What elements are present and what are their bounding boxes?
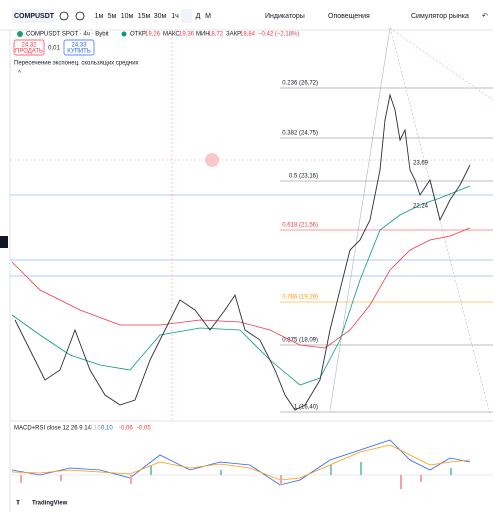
interval[interactable]: 5м	[108, 13, 117, 20]
interval[interactable]: 10м	[121, 13, 134, 20]
indicators-button[interactable]: Индикаторы	[265, 13, 305, 20]
indicator-name: Пересечение экспонец. скользящих средних	[14, 61, 139, 67]
legend-title: COMPUSDT SPOT · 4ч · Bybit	[26, 32, 109, 38]
macd-title: MACD+RSI close 12 26 9 14	[14, 426, 92, 432]
brand: TradingView	[32, 501, 68, 507]
annotation: 23,69	[413, 161, 429, 167]
macd-value: -0,16	[87, 426, 101, 432]
annotation: 22,24	[413, 204, 429, 210]
fib-label: 0.875 (18,09)	[282, 338, 318, 344]
interval[interactable]: 1ч	[171, 13, 179, 20]
sell-button[interactable]: ПРОДАТЬ	[15, 49, 43, 55]
spread: 0,01	[48, 46, 60, 52]
legend-value: 19,26	[145, 32, 161, 38]
legend-value: 18,72	[208, 32, 224, 38]
legend-value: 18,84	[240, 32, 256, 38]
legend-label: ОТКР	[130, 32, 146, 38]
interval[interactable]: 30м	[154, 13, 167, 20]
brand-logo: 𝗧	[16, 501, 21, 507]
symbol[interactable]: COMPUSDT	[14, 13, 55, 20]
fib-label: 0.618 (21,56)	[282, 223, 318, 229]
interval[interactable]: Д	[196, 13, 201, 20]
fib-label: 0.5 (23,16)	[289, 174, 318, 180]
interval[interactable]: 1м	[95, 13, 104, 20]
simulator-button[interactable]: Симулятор рынка	[411, 13, 469, 20]
undo[interactable]: ↶	[482, 13, 488, 20]
fib-label: 0.786 (19,29)	[282, 295, 318, 301]
macd-value: -0,05	[137, 426, 151, 432]
fib-label: 1 (16,40)	[294, 405, 318, 411]
buy-button[interactable]: КУПИТЬ	[67, 49, 91, 55]
macd-value: -0,06	[119, 426, 133, 432]
alerts-button[interactable]: Оповещения	[328, 13, 370, 20]
legend-label: ЗАКР	[226, 32, 241, 38]
sell-price[interactable]: 24,32	[21, 43, 37, 49]
legend-change: −0,42 (−2,18%)	[258, 32, 299, 38]
legend-value: 19,36	[179, 32, 195, 38]
fib-label: 0.382 (24,75)	[282, 131, 318, 137]
fib-label: 0.236 (26,72)	[282, 81, 318, 87]
interval[interactable]: М	[205, 13, 211, 20]
macd-value: 0,10	[101, 426, 113, 432]
buy-price[interactable]: 24,33	[71, 43, 87, 49]
interval[interactable]: 15м	[138, 13, 151, 20]
collapse[interactable]: ^	[18, 71, 21, 77]
legend-label: МИН	[196, 32, 210, 38]
